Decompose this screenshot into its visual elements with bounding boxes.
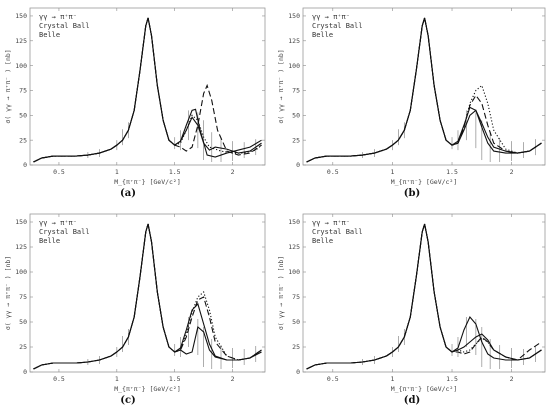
series-dotted-line [33,223,262,370]
legend-line: γγ → π⁺π⁻ [39,219,77,227]
panel-c: 0 25 50 75 100 125 150 0.5 1 1.5 2 M_{π⁺π⁻} [GeV/c²… [4,213,266,406]
legend-line: Belle [39,31,60,39]
series-dashed-line [306,223,542,370]
y-tick-label: 100 [288,268,300,276]
series-solid-line [306,223,542,370]
legend-line: γγ → π⁺π⁻ [312,13,350,21]
x-tick-label: 2 [231,375,235,383]
legend-line: Crystal Ball [312,22,363,30]
y-tick-label: 50 [19,318,27,326]
x-tick-label: 1.5 [446,168,458,176]
y-tick-label: 75 [292,87,300,95]
legend-line: Crystal Ball [39,22,90,30]
series-dotted-line [306,223,542,370]
x-tick-label: 0.5 [53,168,65,176]
y-tick-label: 25 [19,136,27,144]
plot-frame [29,213,266,373]
legend-line: Belle [39,237,60,245]
series-solid-line [306,17,542,163]
x-tick-label: 0.5 [327,168,339,176]
plot-frame [29,7,266,166]
y-tick-label: 125 [15,243,27,251]
panel-d: 0 25 50 75 100 125 150 0.5 1 1.5 2 M_{π⁺π⁻} [GeV/c²… [277,213,546,406]
series-solid-line [306,17,542,163]
y-tick-label: 100 [15,268,27,276]
plot-frame [302,213,546,373]
legend-line: γγ → π⁺π⁻ [312,219,350,227]
series-dashed-line [33,223,262,370]
y-tick-label: 125 [15,37,27,45]
y-axis-label: σ( γγ → π⁺π⁻ ) [nb] [277,49,285,123]
legend-line: Belle [312,31,333,39]
x-tick-label: 2 [510,375,514,383]
y-tick-label: 75 [19,293,27,301]
y-tick-label: 100 [15,62,27,70]
x-tick-label: 1.5 [169,375,181,383]
x-tick-label: 0.5 [327,375,339,383]
panel-caption: (c) [120,395,136,406]
x-axis-label: M_{π⁺π⁻} [GeV/c²] [114,178,181,186]
y-tick-label: 0 [296,161,300,169]
y-tick-label: 50 [19,112,27,120]
x-tick-label: 2 [231,168,235,176]
y-tick-label: 125 [288,37,300,45]
y-tick-label: 150 [288,218,300,226]
x-axis-label: M_{π⁺π⁻} [GeV/c²] [391,385,458,393]
x-axis-label: M_{π⁺π⁻} [GeV/c²] [114,385,181,393]
y-tick-label: 150 [15,218,27,226]
y-tick-label: 75 [292,293,300,301]
x-tick-label: 0.5 [53,375,65,383]
series-solid-line [33,223,262,370]
series-dotted-line [33,17,262,163]
series-solid-line [33,17,262,163]
legend-line: Crystal Ball [312,228,363,236]
y-tick-label: 25 [292,343,300,351]
x-tick-label: 1 [115,168,119,176]
x-tick-label: 1.5 [446,375,458,383]
x-axis-label: M_{π⁺π⁻} [GeV/c²] [391,178,458,186]
y-tick-label: 0 [296,368,300,376]
panel-caption: (d) [404,395,420,406]
y-axis-label: σ( γγ → π⁺π⁻ ) [nb] [4,49,12,123]
y-tick-label: 150 [15,12,27,20]
x-tick-label: 1 [390,375,394,383]
y-tick-label: 50 [292,112,300,120]
series-dashed-line [33,17,262,163]
y-tick-label: 125 [288,243,300,251]
panel-caption: (b) [404,188,420,199]
x-tick-label: 1 [115,375,119,383]
series-solid-line [33,17,262,163]
series-dotted-line [306,17,542,163]
y-tick-label: 25 [19,343,27,351]
legend-line: Crystal Ball [39,228,90,236]
y-tick-label: 0 [23,368,27,376]
series-solid-line [306,223,542,370]
y-axis-label: σ( γγ → π⁺π⁻ ) [nb] [4,256,12,330]
y-tick-label: 0 [23,161,27,169]
legend-line: γγ → π⁺π⁻ [39,13,77,21]
y-axis-label: σ( γγ → π⁺π⁻ ) [nb] [277,256,285,330]
panel-b: 0 25 50 75 100 125 150 0.5 1 1.5 2 M_{π⁺π⁻} [GeV/c²… [277,7,546,199]
y-tick-label: 50 [292,318,300,326]
y-tick-label: 75 [19,87,27,95]
panel-caption: (a) [120,188,136,199]
x-tick-label: 1 [390,168,394,176]
y-tick-label: 100 [288,62,300,70]
x-tick-label: 2 [510,168,514,176]
series-dashed-line [306,17,542,163]
y-tick-label: 25 [292,136,300,144]
panel-a: 0 25 50 75 100 125 150 0.5 1 1.5 2 M_{π⁺π⁻} [GeV/c²… [4,7,266,199]
x-tick-label: 1.5 [169,168,181,176]
series-solid-line [33,223,262,370]
legend-line: Belle [312,237,333,245]
plot-frame [302,7,546,166]
y-tick-label: 150 [288,12,300,20]
